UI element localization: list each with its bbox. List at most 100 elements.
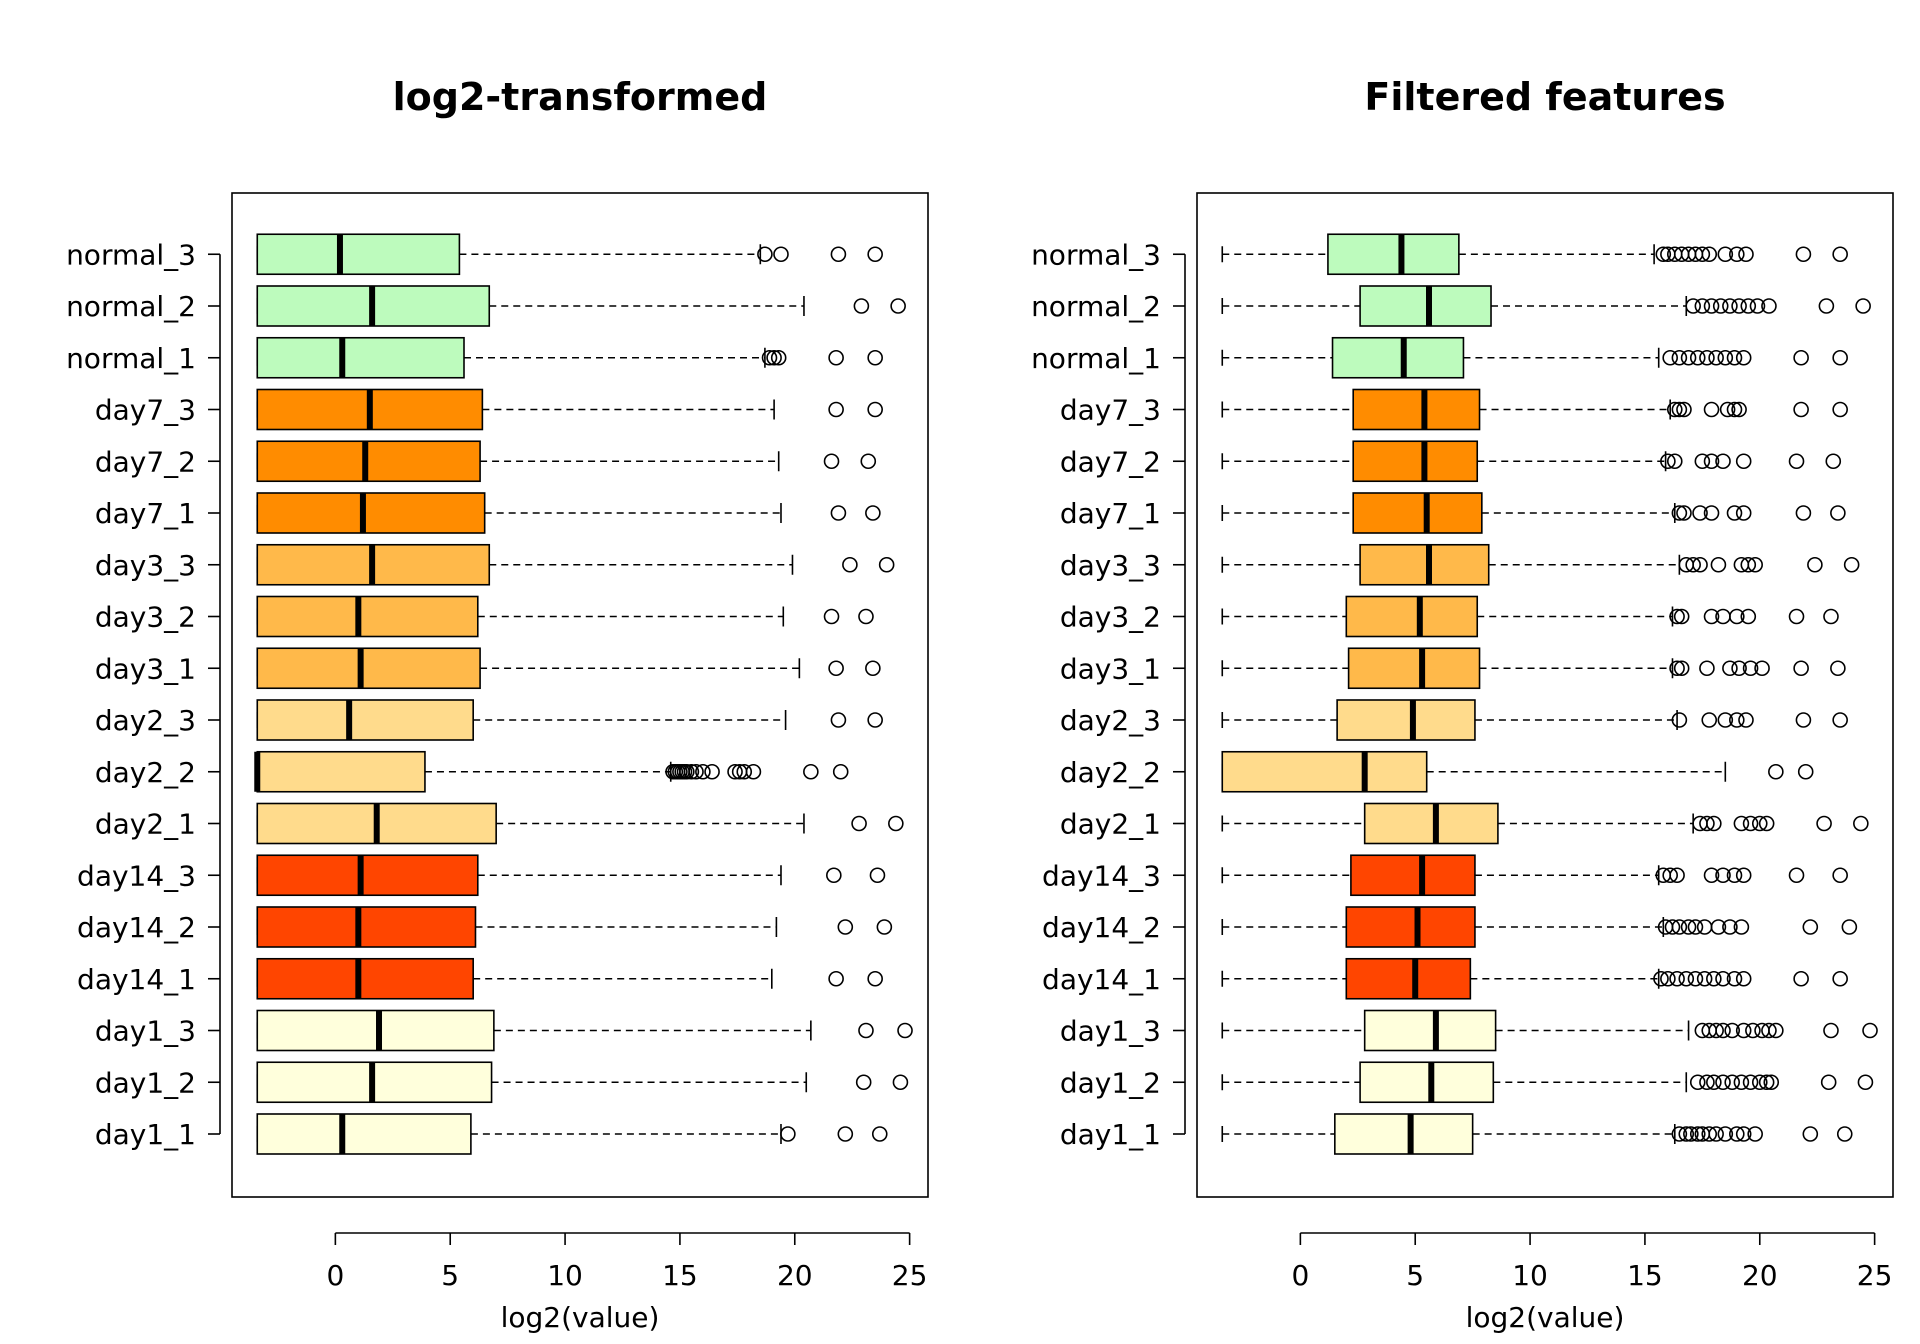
outlier-point <box>1729 712 1745 728</box>
box <box>256 233 461 276</box>
category-label: day1_3 <box>1060 1015 1161 1048</box>
outlier-point <box>897 1022 913 1039</box>
outlier-point <box>1795 712 1812 728</box>
outlier-point <box>727 763 743 780</box>
category-label: day3_3 <box>1060 549 1161 582</box>
box <box>1345 906 1476 948</box>
outlier-point <box>1832 712 1848 728</box>
outlier-point <box>823 453 840 470</box>
box-row: day1_2 <box>95 1061 909 1104</box>
box-row: day1_2 <box>1060 1061 1874 1104</box>
category-label: day7_3 <box>95 394 196 427</box>
outlier-point <box>1722 660 1738 677</box>
box <box>1359 1061 1495 1104</box>
box <box>256 647 481 690</box>
outlier-point <box>1712 298 1729 314</box>
category-label: day1_1 <box>95 1118 196 1151</box>
outlier-point <box>1738 712 1754 728</box>
category-label: day14_1 <box>77 963 196 996</box>
x-tick-label: 15 <box>1627 1259 1663 1292</box>
outlier-point <box>1708 349 1724 366</box>
box-row: day2_3 <box>95 699 883 741</box>
outlier-point <box>1793 970 1809 987</box>
outlier-point <box>1669 608 1685 625</box>
outlier-point <box>1818 298 1835 314</box>
x-tick-label: 20 <box>777 1259 813 1292</box>
outlier-point <box>867 349 883 366</box>
outlier-point <box>766 349 782 366</box>
box <box>1327 233 1460 276</box>
box <box>1363 802 1499 845</box>
outlier-point <box>1788 608 1805 625</box>
outlier-point <box>853 298 870 314</box>
box <box>256 699 474 741</box>
outlier-point <box>1717 246 1734 263</box>
outlier-point <box>1832 867 1848 884</box>
outlier-point <box>1685 298 1701 314</box>
box <box>1350 854 1476 897</box>
category-label: day2_3 <box>95 704 196 737</box>
outlier-point <box>1735 453 1752 470</box>
outlier-point <box>1694 453 1711 470</box>
category-label: day1_1 <box>1060 1118 1161 1151</box>
outlier-point <box>860 453 877 470</box>
outlier-point <box>773 246 789 263</box>
category-label: day14_1 <box>1042 963 1161 996</box>
box <box>256 854 479 897</box>
outlier-point <box>865 505 881 521</box>
category-label: day2_2 <box>95 756 196 789</box>
box-row: day3_3 <box>95 543 895 586</box>
outlier-point <box>1683 1126 1699 1142</box>
outlier-point <box>1666 453 1683 470</box>
outlier-point <box>679 763 695 780</box>
outlier-point <box>837 919 854 935</box>
outlier-point <box>1729 246 1745 263</box>
outlier-point <box>1724 1022 1741 1039</box>
outlier-point <box>1836 1126 1853 1142</box>
box <box>1352 492 1483 534</box>
panel-2: Filtered features 0 5 10 15 20 25 log2(value) da… <box>1031 75 1894 1334</box>
box-row: day7_3 <box>95 388 883 431</box>
outlier-point <box>1862 1022 1878 1039</box>
outlier-point <box>830 246 847 263</box>
box-row: day2_1 <box>95 802 904 845</box>
category-label: day3_3 <box>95 549 196 582</box>
outlier-point <box>1669 660 1685 677</box>
x-axis-label: log2(value) <box>1466 1301 1625 1334</box>
category-label: day2_1 <box>95 808 196 841</box>
outlier-point <box>828 970 844 987</box>
outlier-point <box>1749 298 1766 314</box>
category-label: normal_2 <box>66 290 196 323</box>
outlier-point <box>1719 401 1736 418</box>
x-tick-label: 20 <box>1742 1259 1778 1292</box>
outlier-point <box>1742 815 1759 832</box>
box-row: day1_1 <box>95 1113 888 1155</box>
outlier-point <box>1671 919 1688 935</box>
outlier-point <box>869 867 886 884</box>
outlier-point <box>1703 298 1720 314</box>
outlier-point <box>736 763 753 780</box>
box <box>1345 595 1479 638</box>
outlier-point <box>1729 1126 1745 1142</box>
outlier-point <box>1820 1074 1837 1091</box>
x-tick-label: 5 <box>441 1259 459 1292</box>
category-label: day2_3 <box>1060 704 1161 737</box>
outlier-point <box>1701 712 1718 728</box>
outlier-point <box>1726 867 1743 884</box>
box <box>1221 750 1428 793</box>
outlier-point <box>1710 919 1727 935</box>
box-row: day1_1 <box>1060 1113 1853 1155</box>
outlier-point <box>1678 1126 1695 1142</box>
box <box>256 1009 495 1052</box>
box-row: day2_2 <box>95 750 849 793</box>
outlier-point <box>1747 556 1763 573</box>
outlier-point <box>1733 815 1750 832</box>
box <box>1334 1113 1474 1155</box>
outlier-point <box>1761 298 1777 314</box>
box-row: day3_1 <box>95 647 881 690</box>
outlier-point <box>1671 401 1688 418</box>
outlier-point <box>1660 970 1676 987</box>
category-label: day3_1 <box>95 652 196 685</box>
box-row: day2_2 <box>1060 750 1814 793</box>
outlier-point <box>1841 919 1858 935</box>
